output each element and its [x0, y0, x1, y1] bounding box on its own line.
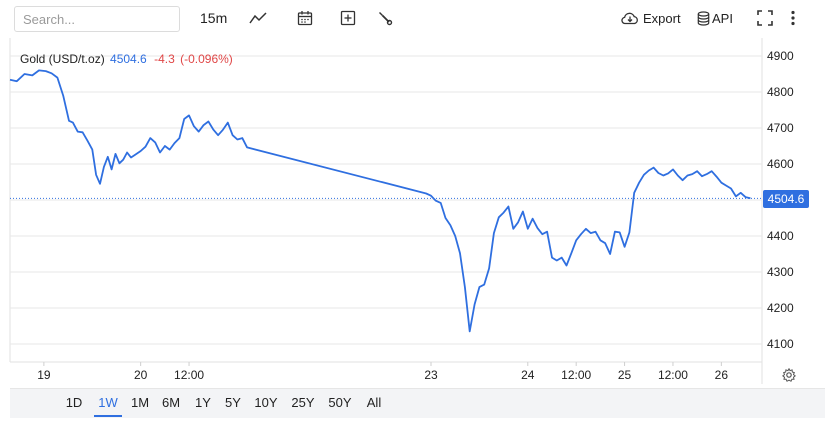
calendar-icon [297, 10, 313, 26]
interval-button[interactable]: 15m [200, 6, 227, 30]
y-tick-label: 4200 [767, 301, 794, 315]
legend-change: -4.3 [154, 52, 175, 66]
chart-settings-button[interactable] [780, 366, 798, 384]
x-tick-label: 12:00 [658, 368, 688, 382]
range-6m[interactable]: 6M [161, 395, 181, 410]
more-vert-icon [791, 10, 795, 26]
y-tick-label: 4300 [767, 265, 794, 279]
chart-legend: Gold (USD/t.oz) 4504.6 -4.3 (-0.096%) [20, 52, 233, 66]
y-tick-label: 4900 [767, 49, 794, 63]
range-1w[interactable]: 1W [94, 389, 122, 417]
range-1y[interactable]: 1Y [195, 395, 211, 410]
series-line [9, 69, 751, 333]
range-25y[interactable]: 25Y [291, 395, 315, 410]
toolbar: 15m Export API [0, 0, 825, 36]
api-label: API [712, 10, 733, 26]
legend-price: 4504.6 [110, 52, 147, 66]
line-chart-icon [249, 11, 267, 25]
x-tick-label: 20 [134, 368, 148, 382]
interval-label: 15m [200, 10, 228, 26]
add-indicator-button[interactable] [336, 6, 360, 30]
fullscreen-button[interactable] [754, 6, 776, 30]
y-tick-label: 4700 [767, 121, 794, 135]
legend-symbol: Gold (USD/t.oz) [20, 52, 105, 66]
range-10y[interactable]: 10Y [254, 395, 278, 410]
y-tick-label: 4600 [767, 157, 794, 171]
chart-type-button[interactable] [246, 6, 270, 30]
range-1d[interactable]: 1D [65, 395, 83, 410]
gear-icon [782, 368, 796, 382]
y-tick-label: 4800 [767, 85, 794, 99]
wrench-icon [377, 10, 393, 26]
range-5y[interactable]: 5Y [225, 395, 241, 410]
add-indicator-icon [340, 10, 356, 26]
export-label: Export [643, 10, 681, 26]
last-price-label: 4504.6 [763, 190, 809, 208]
legend-change-pct: (-0.096%) [180, 52, 233, 66]
date-range-button[interactable] [293, 6, 317, 30]
x-tick-label: 12:00 [561, 368, 591, 382]
database-icon [697, 10, 710, 26]
cloud-download-icon [621, 11, 639, 25]
export-button[interactable]: Export [621, 6, 681, 30]
x-tick-label: 23 [424, 368, 438, 382]
range-bar: 1D 1W 1M 6M 1Y 5Y 10Y 25Y 50Y All [10, 388, 825, 418]
fullscreen-icon [757, 10, 773, 26]
x-tick-label: 19 [37, 368, 51, 382]
search-input[interactable] [14, 6, 180, 32]
more-options-button[interactable] [786, 6, 800, 30]
y-tick-label: 4400 [767, 229, 794, 243]
x-tick-label: 12:00 [174, 368, 204, 382]
x-tick-label: 26 [715, 368, 729, 382]
api-button[interactable]: API [697, 6, 733, 30]
x-tick-label: 25 [618, 368, 632, 382]
settings-tools-button[interactable] [373, 6, 397, 30]
y-tick-label: 4100 [767, 337, 794, 351]
range-all[interactable]: All [366, 395, 382, 410]
range-1m[interactable]: 1M [130, 395, 150, 410]
x-tick-label: 24 [521, 368, 535, 382]
range-50y[interactable]: 50Y [328, 395, 352, 410]
